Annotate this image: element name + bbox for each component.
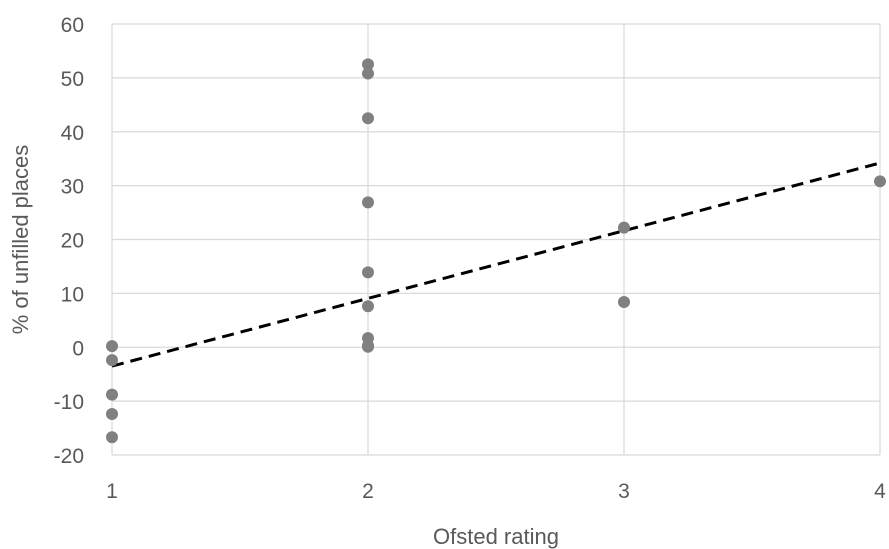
data-point [874,175,886,188]
x-axis-tick-labels: 1 2 3 4 [106,480,886,503]
x-tick-label: 4 [874,480,886,503]
y-tick-label: 50 [61,68,84,91]
x-tick-label: 3 [618,480,630,503]
x-tick-label: 1 [106,480,118,503]
data-point [106,354,118,367]
data-point [618,295,630,308]
y-tick-label: 60 [61,14,84,37]
data-point [106,340,118,353]
x-tick-label: 2 [362,480,374,503]
y-axis-title: % of unfilled places [8,145,33,335]
y-tick-label: 10 [61,283,84,306]
y-tick-label: 40 [61,122,84,145]
data-points [106,58,886,444]
data-point [362,67,374,80]
y-tick-label: -20 [54,445,84,468]
gridlines [111,23,881,456]
y-tick-label: 30 [61,176,84,199]
data-point [106,388,118,401]
y-axis-tick-labels: -20 -10 0 10 20 30 40 50 60 [54,14,84,468]
data-point [362,300,374,313]
data-point [362,266,374,279]
data-point [362,196,374,209]
data-point [106,408,118,421]
trendline [111,161,881,368]
x-axis-title: Ofsted rating [433,524,559,549]
y-tick-label: 0 [72,337,84,360]
data-point [362,340,374,353]
trendline-group [111,161,881,368]
data-point [618,221,630,234]
y-tick-label: -10 [54,391,84,414]
data-point [362,112,374,125]
y-tick-label: 20 [61,230,84,253]
data-point [106,431,118,444]
data-point [362,58,374,71]
